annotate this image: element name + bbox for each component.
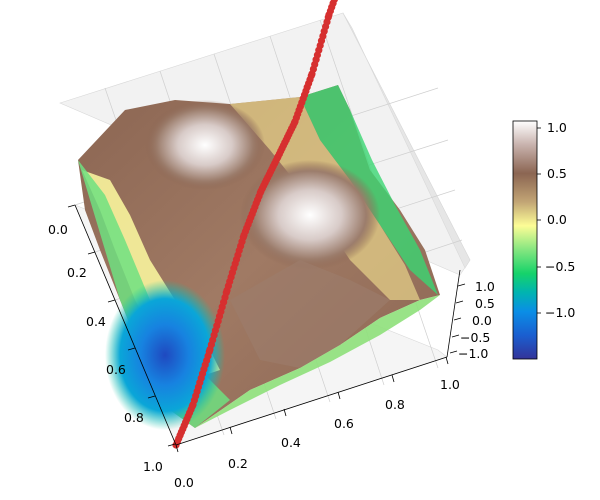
z-axis-tick-label: 0.5	[475, 296, 495, 311]
axis-ticks	[67, 204, 466, 453]
y-axis-tick-mark	[167, 443, 176, 447]
x-axis-line	[175, 356, 448, 446]
z-axis-tick-label: −0.5	[460, 330, 490, 345]
y-axis-tick-mark	[67, 204, 76, 208]
x-axis-tick-mark	[445, 356, 449, 365]
y-axis-tick-mark	[147, 395, 156, 399]
surface-peak	[145, 100, 265, 190]
surface-band-green	[78, 160, 230, 428]
colorbar-gradient	[512, 120, 538, 360]
z-axis-tick-label: 0.0	[472, 313, 492, 328]
x-axis-tick-labels: 0.0 0.2 0.4 0.6 0.8 1.0	[174, 377, 460, 490]
x-axis-tick-label: 0.0	[174, 475, 194, 490]
z-axis-tick-mark	[453, 317, 462, 321]
x-axis-tick-mark	[337, 391, 341, 400]
x-axis-tick-label: 0.8	[385, 397, 405, 412]
surface-front-edge	[195, 295, 440, 428]
curve-point	[330, 0, 338, 4]
z-axis-tick-mark	[455, 300, 464, 304]
colorbar-tick-label: −0.5	[545, 259, 575, 274]
y-axis-tick-mark	[107, 299, 116, 303]
colorbar-tick-label: −1.0	[545, 305, 575, 320]
colorbar-tick-label: 1.0	[547, 120, 567, 135]
colorbar-tick-label: 0.5	[547, 166, 567, 181]
y-axis-tick-mark	[127, 347, 136, 351]
y-axis-tick-label: 1.0	[143, 459, 163, 474]
terrain-surface	[78, 85, 440, 430]
x-axis-tick-label: 0.4	[281, 435, 301, 450]
z-axis-tick-mark	[449, 350, 458, 354]
y-axis-tick-mark	[87, 251, 96, 255]
surface-band-brown-low	[230, 260, 390, 368]
back-pane-right	[342, 12, 471, 269]
surface-peak	[240, 160, 380, 270]
y-axis-tick-label: 0.0	[48, 222, 68, 237]
colorbar-tick-label: 0.0	[547, 212, 567, 227]
y-axis-tick-label: 0.4	[86, 314, 106, 329]
x-axis-tick-label: 1.0	[440, 377, 460, 392]
colorbar: 1.0 0.5 0.0 −0.5 −1.0	[512, 120, 575, 360]
z-axis-tick-mark	[451, 334, 460, 338]
z-axis-tick-labels: 1.0 0.5 0.0 −0.5 −1.0	[458, 279, 495, 361]
y-axis-tick-labels: 0.0 0.2 0.4 0.6 0.8 1.0	[48, 222, 163, 474]
y-axis-tick-label: 0.2	[67, 265, 87, 280]
y-axis-line	[74, 204, 177, 446]
z-axis-tick-label: 1.0	[475, 279, 495, 294]
y-axis-tick-label: 0.8	[124, 410, 144, 425]
x-axis-tick-mark	[391, 374, 395, 383]
z-axis-tick-label: −1.0	[458, 346, 488, 361]
x-axis-tick-mark	[229, 426, 233, 435]
x-axis-tick-label: 0.6	[334, 416, 354, 431]
z-axis-tick-mark	[457, 283, 466, 287]
z-axis-line	[446, 269, 461, 358]
colorbar-ticks	[537, 127, 541, 314]
x-axis-tick-label: 0.2	[228, 456, 248, 471]
x-axis-tick-mark	[175, 444, 179, 453]
y-axis-tick-label: 0.6	[106, 362, 126, 377]
red-curve	[172, 0, 338, 449]
